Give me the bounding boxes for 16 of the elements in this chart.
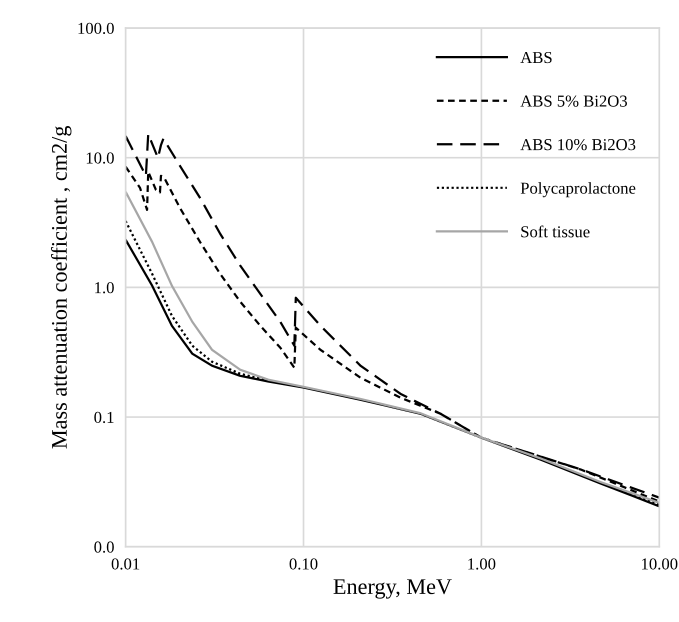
legend-label: ABS 10% Bi2O3 bbox=[520, 139, 636, 150]
y-axis-title: Mass attenuation coefficient , cm2/g bbox=[51, 126, 72, 449]
y-tick-label: 1.0 bbox=[95, 282, 114, 294]
x-tick-label: 1.00 bbox=[468, 558, 496, 570]
legend-label: Polycaprolactone bbox=[520, 182, 636, 198]
x-axis-title: Energy, MeV bbox=[334, 579, 452, 599]
legend-label: ABS 5% Bi2O3 bbox=[520, 95, 627, 107]
y-tick-label: 10.0 bbox=[86, 152, 114, 164]
y-tick-label: 0.0 bbox=[94, 541, 114, 553]
x-tick-label: 0.01 bbox=[112, 558, 140, 570]
x-tick-label: 10.00 bbox=[642, 558, 678, 570]
x-tick-label: 0.10 bbox=[290, 558, 318, 570]
legend-label: ABS bbox=[520, 52, 552, 64]
y-tick-label: 0.1 bbox=[94, 412, 114, 424]
legend-label: Soft tissue bbox=[521, 226, 590, 238]
y-tick-label: 100.0 bbox=[78, 22, 114, 34]
